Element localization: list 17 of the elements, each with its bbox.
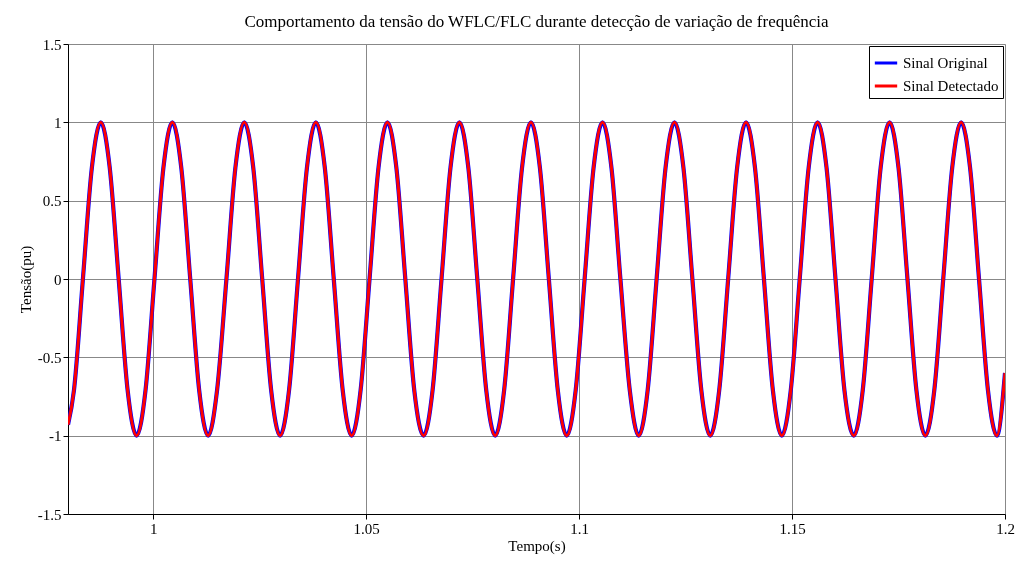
x-tick-label: 1.15 xyxy=(779,520,806,537)
x-tick-label: 1.05 xyxy=(353,520,380,537)
y-tick-label: 1.5 xyxy=(42,36,62,53)
legend-label: Sinal Original xyxy=(903,55,988,71)
x-tick-label: 1.1 xyxy=(570,520,589,537)
x-tick-label: 1.2 xyxy=(996,520,1015,537)
y-tick-label: -1 xyxy=(49,428,62,445)
chart-title: Comportamento da tensão do WFLC/FLC durante detecção de variação de frequência xyxy=(244,12,829,31)
y-axis-title: Tensão(pu) xyxy=(17,245,35,314)
y-tick-label: 0.5 xyxy=(42,193,62,210)
y-tick-label: 1 xyxy=(54,114,62,131)
y-tick-label: -0.5 xyxy=(37,349,62,366)
y-tick-label: 0 xyxy=(54,271,62,288)
y-tick-label: -1.5 xyxy=(37,506,62,523)
legend-label: Sinal Detectado xyxy=(903,78,999,94)
x-tick-label: 1 xyxy=(149,520,158,537)
x-axis-title: Tempo(s) xyxy=(508,537,566,555)
